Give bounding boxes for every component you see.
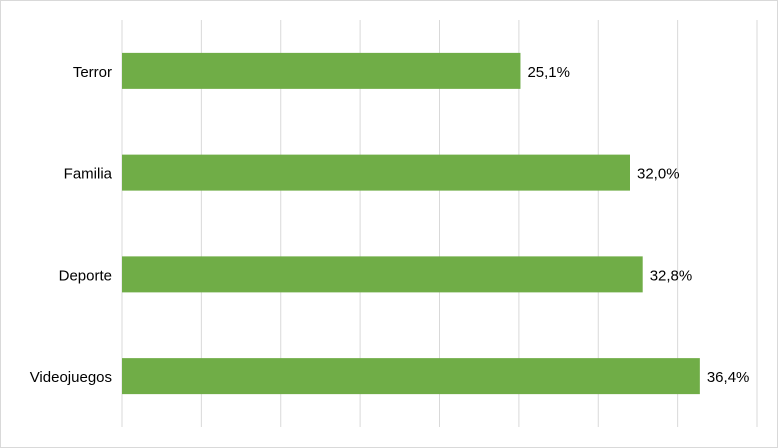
data-label: 36,4%: [707, 369, 750, 386]
bar: [122, 154, 630, 191]
y-tick-label: Deporte: [59, 267, 112, 284]
y-tick-label: Terror: [73, 64, 112, 81]
y-tick-label: Videojuegos: [30, 369, 112, 386]
data-label: 32,8%: [650, 267, 693, 284]
bar: [122, 358, 700, 395]
data-label: 32,0%: [637, 166, 680, 183]
data-label: 25,1%: [527, 64, 570, 81]
bar: [122, 52, 521, 89]
bar: [122, 256, 643, 293]
y-tick-label: Familia: [64, 166, 113, 183]
